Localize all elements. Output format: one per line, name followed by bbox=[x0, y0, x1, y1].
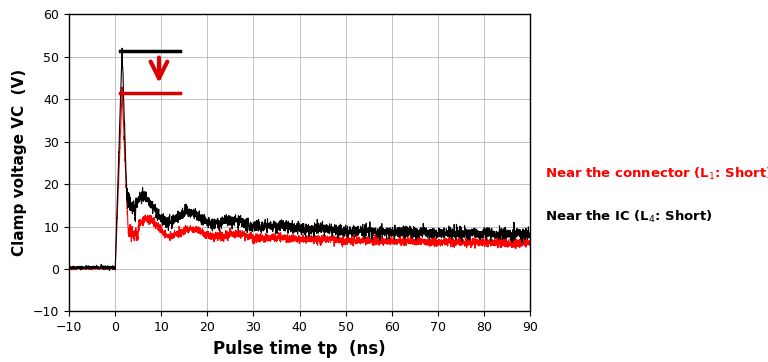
Text: Near the IC (L$_4$: Short): Near the IC (L$_4$: Short) bbox=[545, 209, 713, 225]
Text: Near the connector (L$_1$: Short): Near the connector (L$_1$: Short) bbox=[545, 166, 768, 182]
X-axis label: Pulse time tp  (ns): Pulse time tp (ns) bbox=[214, 340, 386, 358]
Y-axis label: Clamp voltage VC  (V): Clamp voltage VC (V) bbox=[12, 70, 28, 256]
